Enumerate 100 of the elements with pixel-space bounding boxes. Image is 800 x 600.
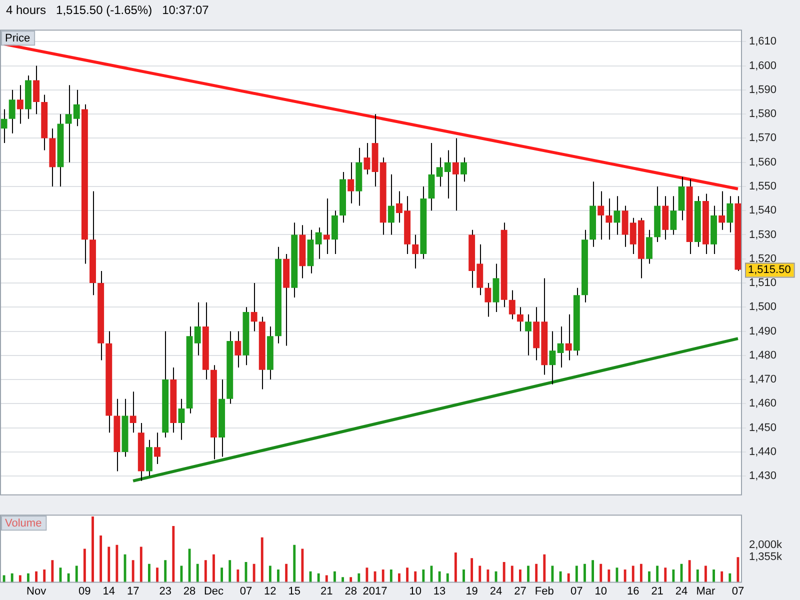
bar xyxy=(502,562,506,583)
y-tick-label: 1,470 xyxy=(749,374,777,386)
x-tick-label: 16 xyxy=(626,585,640,598)
bar xyxy=(656,566,659,583)
bar xyxy=(100,535,102,583)
bar xyxy=(696,570,699,583)
bar xyxy=(172,526,175,583)
bar xyxy=(228,560,232,583)
candlestick xyxy=(452,138,459,212)
candlestick xyxy=(549,330,556,385)
x-tick-label: 19 xyxy=(466,585,478,598)
y-tick-label: 1,430 xyxy=(749,470,777,482)
bar xyxy=(164,560,167,583)
candlestick xyxy=(460,157,467,182)
y-tick-label: 1,520 xyxy=(749,252,777,265)
bar xyxy=(10,573,14,583)
bar xyxy=(446,573,449,583)
bar xyxy=(51,560,54,583)
bar xyxy=(567,573,570,583)
candlestick xyxy=(508,290,516,320)
candlestick xyxy=(718,190,726,230)
bar xyxy=(640,564,642,583)
x-tick-label: Dec xyxy=(204,585,224,598)
x-tick-label: 10 xyxy=(409,585,422,598)
x-tick-label: 12 xyxy=(264,585,276,598)
x-tick-label: 13 xyxy=(433,585,446,598)
y-tick-label: 1,570 xyxy=(749,132,777,144)
y-tick-label: 1,355k xyxy=(749,551,783,564)
x-tick-label: 27 xyxy=(514,585,526,598)
x-tick-label: Nov xyxy=(26,585,47,598)
y-tick-label: 1,580 xyxy=(749,108,777,120)
bar xyxy=(18,575,22,583)
bar xyxy=(92,516,94,583)
bar xyxy=(325,575,328,583)
candlestick xyxy=(646,229,652,264)
x-tick-label: 28 xyxy=(344,585,357,598)
bar xyxy=(543,554,546,583)
y-tick-label: 1,590 xyxy=(749,84,777,96)
candlestick xyxy=(16,84,24,124)
y-tick-label: 1,530 xyxy=(749,228,777,241)
bar xyxy=(438,571,441,583)
x-tick-label: 07 xyxy=(240,585,252,598)
candlestick xyxy=(598,190,604,240)
bar xyxy=(156,568,158,583)
bar xyxy=(333,571,336,583)
candlestick xyxy=(516,306,524,332)
y-tick-label: 1,610 xyxy=(749,36,777,48)
bar xyxy=(454,552,457,583)
bar xyxy=(600,564,602,583)
bar xyxy=(212,554,215,583)
x-tick-label: 09 xyxy=(78,585,91,598)
x-tick-label: 24 xyxy=(675,585,688,598)
candlestick xyxy=(250,282,258,332)
bar xyxy=(575,566,578,583)
y-axis-title: Price xyxy=(5,32,30,45)
candlestick xyxy=(557,326,564,368)
bar xyxy=(422,570,425,583)
x-tick-label: 2017 xyxy=(362,585,388,598)
bar xyxy=(414,571,417,583)
bar xyxy=(527,566,530,583)
bar xyxy=(704,566,707,583)
bar xyxy=(608,570,610,583)
y-tick-label: 1,560 xyxy=(749,156,777,168)
bar xyxy=(486,570,490,583)
bar xyxy=(470,558,474,583)
bar xyxy=(317,573,320,583)
y-tick-label: 1,550 xyxy=(749,180,777,193)
bar xyxy=(140,546,142,583)
bar xyxy=(293,544,296,583)
bar xyxy=(236,570,240,583)
bar xyxy=(350,577,352,583)
bar xyxy=(462,570,465,583)
text: 1,515.50 xyxy=(748,264,791,276)
bar xyxy=(584,564,586,583)
bar xyxy=(390,570,392,583)
bar xyxy=(712,570,715,583)
x-tick-label: 21 xyxy=(651,585,664,598)
candlestick xyxy=(388,174,394,236)
y-tick-label: 1,540 xyxy=(749,204,777,217)
chart-title: 4 hours 1,515.50 (-1.65%) 10:37:07 xyxy=(5,2,210,19)
bar xyxy=(518,570,522,583)
y-tick-label: 1,460 xyxy=(749,398,777,410)
y-tick-label: 1,500 xyxy=(749,301,777,314)
bar xyxy=(83,548,86,583)
candlestick xyxy=(670,196,677,236)
bar xyxy=(252,564,256,583)
bar xyxy=(220,568,224,583)
candlestick xyxy=(234,330,242,368)
bar xyxy=(27,573,30,583)
candlestick xyxy=(348,162,354,204)
y-tick-label: 1,490 xyxy=(749,325,777,338)
bar xyxy=(204,560,207,583)
x-tick-label: 14 xyxy=(102,585,116,598)
bar xyxy=(632,566,634,583)
y-tick-label: 1,600 xyxy=(749,60,777,72)
y-axis-title: Volume xyxy=(5,518,42,530)
candlestick xyxy=(525,314,532,356)
bar xyxy=(108,546,110,583)
bar xyxy=(132,560,134,583)
x-tick-label: Feb xyxy=(534,585,554,598)
